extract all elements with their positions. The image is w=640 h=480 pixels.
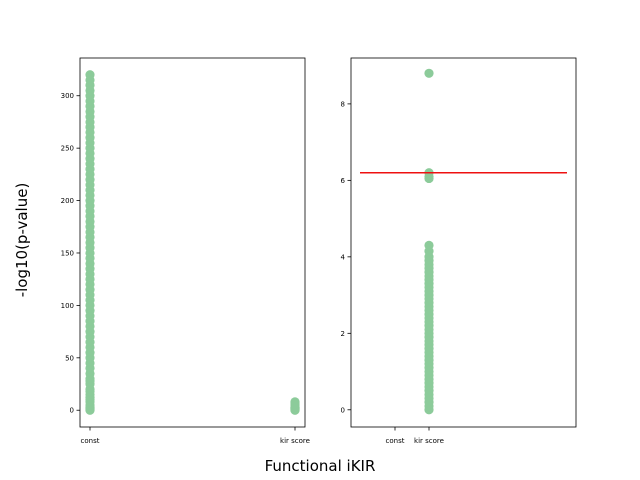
x-axis-label: Functional iKIR: [265, 457, 376, 475]
right-y-tick-label: 2: [341, 330, 345, 338]
right-x-tick-label: const: [386, 437, 405, 445]
right-panel: 0 2 4 6 8 const kir score: [341, 57, 577, 445]
left-y-tick-label: 200: [61, 197, 74, 205]
right-y-tick-label: 4: [341, 253, 346, 261]
left-data-point: [85, 70, 95, 80]
left-data-point: [290, 397, 300, 407]
left-y-tick-label: 250: [61, 145, 74, 153]
y-axis-label: -log10(p-value): [13, 183, 31, 298]
left-y-tick-label: 300: [61, 92, 74, 100]
right-y-tick-label: 0: [341, 406, 345, 414]
right-x-tick-label: kir score: [414, 437, 444, 445]
left-panel: 0 50 100 150 200 250 300 const kir score: [61, 57, 310, 445]
left-x-tick-label: const: [81, 437, 100, 445]
right-plot-frame: [350, 57, 577, 428]
left-y-tick-label: 50: [65, 354, 74, 362]
left-y-tick-label: 150: [61, 249, 74, 257]
right-data-point: [424, 240, 434, 250]
left-x-tick-label: kir score: [280, 437, 310, 445]
left-y-tick-label: 0: [70, 407, 74, 415]
right-y-tick-label: 8: [341, 100, 345, 108]
left-y-tick-label: 100: [61, 302, 74, 310]
left-plot-frame: [79, 57, 306, 428]
right-y-tick-label: 6: [341, 177, 346, 185]
right-data-point: [424, 68, 434, 78]
